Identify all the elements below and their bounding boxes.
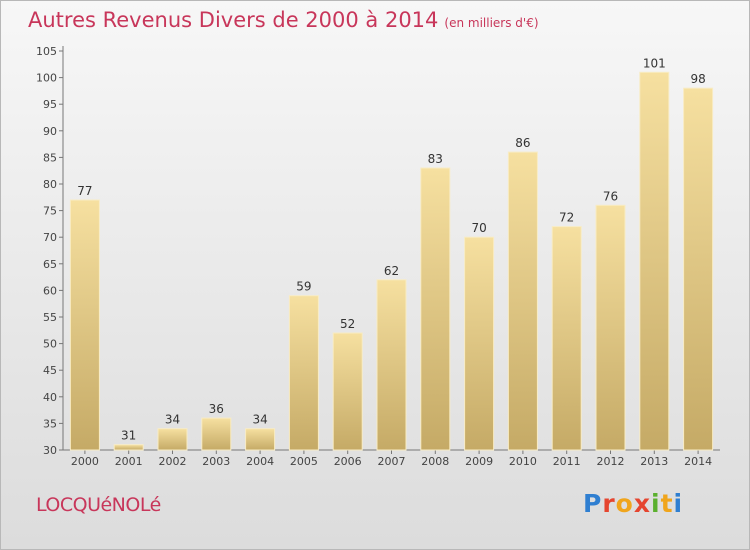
x-tick-label: 2013 [640, 455, 668, 468]
y-tick-label: 90 [43, 125, 57, 138]
bar [551, 226, 582, 451]
x-tick-label: 2014 [684, 455, 712, 468]
logo-letter: t [660, 489, 674, 518]
logo-letter: i [651, 489, 661, 518]
x-tick-label: 2009 [465, 455, 493, 468]
x-tick-label: 2005 [290, 455, 318, 468]
y-tick-label: 95 [43, 98, 57, 111]
x-tick-label: 2000 [71, 455, 99, 468]
data-label: 72 [559, 211, 574, 225]
chart-title: Autres Revenus Divers de 2000 à 2014 (en … [28, 8, 539, 32]
y-tick-label: 60 [43, 284, 57, 297]
chart-bars [69, 71, 714, 451]
bar [420, 167, 451, 451]
bar [595, 204, 626, 451]
x-tick-label: 2007 [378, 455, 406, 468]
data-label: 52 [340, 317, 355, 331]
chart-unit-note: (en milliers d'€) [444, 16, 539, 30]
data-label: 59 [296, 280, 311, 294]
y-tick-label: 50 [43, 338, 57, 351]
data-label: 77 [77, 184, 92, 198]
bar [113, 444, 144, 451]
x-tick-label: 2006 [334, 455, 362, 468]
bar [245, 428, 276, 451]
logo-letter: i [673, 489, 684, 518]
x-tick-label: 2008 [421, 455, 449, 468]
data-label: 62 [384, 264, 399, 278]
bar [683, 87, 714, 451]
y-tick-label: 105 [36, 45, 57, 58]
x-tick-label: 2012 [597, 455, 625, 468]
bar [639, 71, 670, 451]
data-label: 36 [209, 402, 224, 416]
data-label: 70 [471, 221, 486, 235]
y-tick-label: 80 [43, 178, 57, 191]
data-label: 76 [603, 189, 618, 203]
y-tick-label: 45 [43, 364, 57, 377]
data-label: 86 [515, 136, 530, 150]
x-tick-label: 2011 [553, 455, 581, 468]
chart-labels: 77 31 34 36 34 59 52 62 83 70 86 72 76 101 98 [77, 56, 705, 442]
y-tick-label: 65 [43, 258, 57, 271]
y-tick-label: 40 [43, 391, 57, 404]
logo-letter: x [633, 489, 651, 518]
y-tick-label: 100 [36, 72, 57, 85]
y-tick-label: 85 [43, 151, 57, 164]
bar [201, 417, 232, 451]
bar [507, 151, 538, 451]
y-tick-label: 30 [43, 444, 57, 457]
logo-letter: P [583, 489, 603, 518]
data-label: 101 [643, 56, 666, 70]
x-tick-label: 2010 [509, 455, 537, 468]
data-label: 83 [428, 152, 443, 166]
data-label: 98 [690, 72, 705, 86]
x-tick-label: 2001 [115, 455, 143, 468]
bar [332, 332, 363, 451]
data-label: 34 [252, 413, 267, 427]
bar [288, 295, 319, 451]
bar [157, 428, 188, 451]
data-label: 34 [165, 413, 180, 427]
x-tick-label: 2002 [159, 455, 187, 468]
data-label: 31 [121, 429, 136, 443]
y-tick-label: 70 [43, 231, 57, 244]
logo-letter: o [615, 489, 634, 518]
y-tick-label: 75 [43, 205, 57, 218]
bar [464, 236, 495, 451]
y-tick-label: 35 [43, 417, 57, 430]
y-tick-label: 55 [43, 311, 57, 324]
commune-name: LOCQUéNOLé [36, 494, 161, 516]
bar [376, 279, 407, 451]
chart-title-text: Autres Revenus Divers de 2000 à 2014 [28, 8, 439, 32]
x-tick-label: 2004 [246, 455, 274, 468]
x-tick-label: 2003 [202, 455, 230, 468]
proxiti-logo: Proxiti [583, 489, 683, 518]
logo-letter: r [602, 489, 616, 518]
bar [69, 199, 100, 451]
